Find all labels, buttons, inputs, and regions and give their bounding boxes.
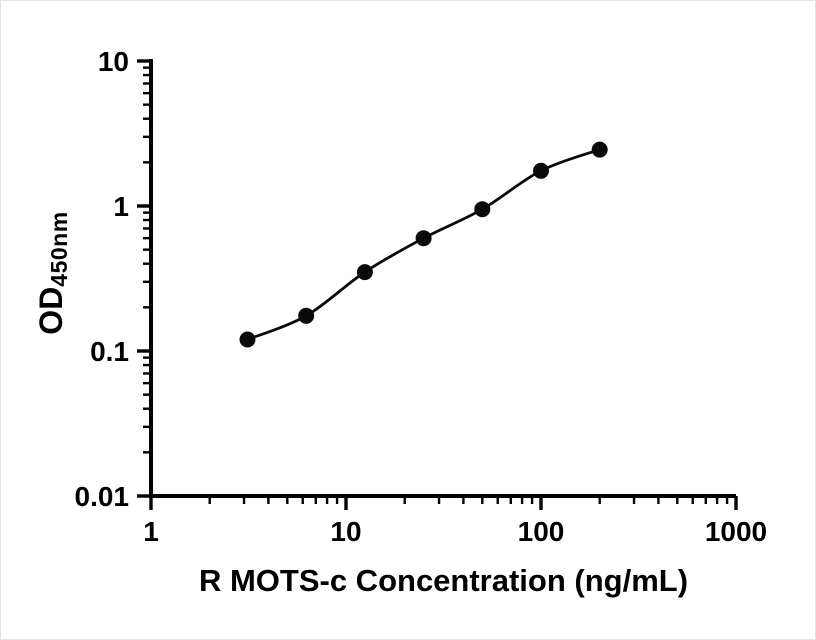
- y-tick-label: 10: [98, 46, 129, 77]
- y-axis-title-main: OD: [33, 286, 69, 335]
- data-point: [533, 162, 549, 179]
- x-tick-label: 1: [143, 516, 159, 547]
- y-axis-title: OD450nm: [33, 211, 73, 334]
- y-tick-label: 1: [113, 191, 129, 222]
- data-point: [591, 141, 608, 158]
- data-point: [239, 331, 256, 348]
- data-point: [298, 307, 315, 324]
- x-tick-label: 10: [330, 516, 361, 547]
- x-tick-label: 100: [518, 516, 565, 547]
- y-tick-label: 0.1: [90, 336, 129, 367]
- data-point: [415, 230, 432, 247]
- data-point: [356, 264, 373, 281]
- y-tick-label: 0.01: [75, 481, 130, 512]
- y-axis-title-subscript: 450nm: [46, 211, 72, 287]
- x-tick-label: 1000: [705, 516, 767, 547]
- data-point: [474, 201, 491, 218]
- x-axis-title: R MOTS-c Concentration (ng/mL): [198, 563, 689, 598]
- plot-axes: [149, 59, 736, 498]
